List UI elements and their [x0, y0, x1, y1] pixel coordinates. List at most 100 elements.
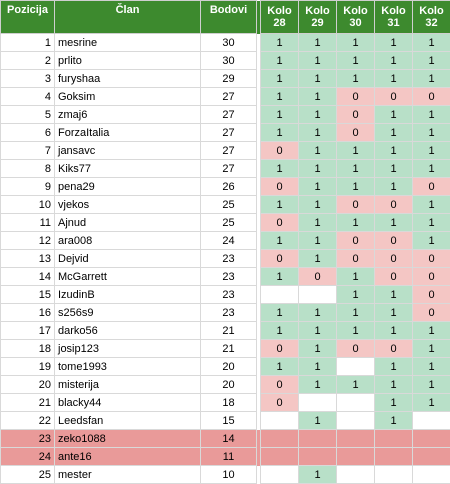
round-result-cell[interactable]: 0 [261, 250, 299, 268]
round-result-cell[interactable]: 1 [375, 304, 413, 322]
position-cell[interactable]: 10 [1, 196, 55, 214]
position-cell[interactable]: 20 [1, 376, 55, 394]
position-cell[interactable]: 22 [1, 412, 55, 430]
position-header[interactable]: Pozicija [1, 1, 55, 34]
round-result-cell[interactable]: 0 [375, 340, 413, 358]
points-cell[interactable]: 21 [201, 322, 257, 340]
round-result-cell[interactable]: 0 [413, 286, 450, 304]
round-result-cell[interactable]: 0 [375, 88, 413, 106]
round-result-cell[interactable]: 1 [413, 214, 450, 232]
round-result-cell[interactable]: 1 [261, 88, 299, 106]
round-result-cell[interactable] [337, 358, 375, 376]
round-result-cell[interactable]: 0 [261, 214, 299, 232]
round-result-cell[interactable]: 0 [413, 268, 450, 286]
member-cell[interactable]: vjekos [55, 196, 201, 214]
round-result-cell[interactable]: 1 [299, 142, 337, 160]
points-cell[interactable]: 26 [201, 178, 257, 196]
round-result-cell[interactable]: 1 [261, 52, 299, 70]
position-cell[interactable]: 4 [1, 88, 55, 106]
member-cell[interactable]: ara008 [55, 232, 201, 250]
member-cell[interactable]: ForzaItalia [55, 124, 201, 142]
round-result-cell[interactable]: 1 [375, 376, 413, 394]
round-result-cell[interactable] [337, 430, 375, 448]
round-result-cell[interactable]: 1 [413, 394, 450, 412]
round-result-cell[interactable] [337, 466, 375, 484]
position-cell[interactable]: 8 [1, 160, 55, 178]
round-result-cell[interactable]: 1 [261, 34, 299, 52]
round-result-cell[interactable]: 0 [337, 232, 375, 250]
position-cell[interactable]: 7 [1, 142, 55, 160]
round-result-cell[interactable]: 1 [413, 340, 450, 358]
member-cell[interactable]: Ajnud [55, 214, 201, 232]
round-result-cell[interactable]: 1 [413, 196, 450, 214]
member-cell[interactable]: furyshaa [55, 70, 201, 88]
points-cell[interactable]: 27 [201, 88, 257, 106]
round-result-cell[interactable]: 0 [375, 196, 413, 214]
round-result-cell[interactable]: 1 [299, 124, 337, 142]
member-cell[interactable]: Dejvid [55, 250, 201, 268]
round-result-cell[interactable]: 1 [299, 178, 337, 196]
points-cell[interactable]: 27 [201, 160, 257, 178]
member-cell[interactable]: jansavc [55, 142, 201, 160]
round-result-cell[interactable]: 1 [299, 250, 337, 268]
points-cell[interactable]: 23 [201, 286, 257, 304]
round-result-cell[interactable]: 1 [375, 322, 413, 340]
round-result-cell[interactable]: 1 [299, 34, 337, 52]
round-result-cell[interactable]: 1 [299, 466, 337, 484]
points-cell[interactable]: 25 [201, 196, 257, 214]
round-result-cell[interactable]: 1 [337, 304, 375, 322]
position-cell[interactable]: 18 [1, 340, 55, 358]
points-cell[interactable]: 20 [201, 376, 257, 394]
round-result-cell[interactable]: 1 [299, 52, 337, 70]
position-cell[interactable]: 16 [1, 304, 55, 322]
points-cell[interactable]: 27 [201, 106, 257, 124]
round-result-cell[interactable]: 1 [375, 34, 413, 52]
position-cell[interactable]: 25 [1, 466, 55, 484]
round-result-cell[interactable]: 1 [375, 70, 413, 88]
round-result-cell[interactable]: 0 [261, 340, 299, 358]
round-result-cell[interactable]: 1 [413, 70, 450, 88]
round-result-cell[interactable]: 1 [337, 286, 375, 304]
round-result-cell[interactable]: 0 [261, 178, 299, 196]
round-result-cell[interactable]: 1 [261, 124, 299, 142]
round-result-cell[interactable]: 1 [261, 196, 299, 214]
round-result-cell[interactable]: 1 [375, 358, 413, 376]
round-result-cell[interactable] [375, 430, 413, 448]
points-cell[interactable]: 21 [201, 340, 257, 358]
round-result-cell[interactable] [413, 430, 450, 448]
member-cell[interactable]: zeko1088 [55, 430, 201, 448]
position-cell[interactable]: 17 [1, 322, 55, 340]
points-cell[interactable]: 27 [201, 124, 257, 142]
round-result-cell[interactable]: 1 [299, 412, 337, 430]
round-result-cell[interactable]: 1 [261, 232, 299, 250]
round-result-cell[interactable]: 1 [299, 106, 337, 124]
position-cell[interactable]: 15 [1, 286, 55, 304]
round-result-cell[interactable] [413, 466, 450, 484]
position-cell[interactable]: 2 [1, 52, 55, 70]
points-cell[interactable]: 30 [201, 34, 257, 52]
position-cell[interactable]: 12 [1, 232, 55, 250]
round-result-cell[interactable] [337, 412, 375, 430]
round-result-cell[interactable]: 1 [413, 142, 450, 160]
round-result-cell[interactable]: 0 [375, 232, 413, 250]
round-result-cell[interactable]: 0 [337, 124, 375, 142]
round-result-cell[interactable]: 1 [413, 34, 450, 52]
points-cell[interactable]: 25 [201, 214, 257, 232]
round-result-cell[interactable]: 1 [337, 34, 375, 52]
member-cell[interactable]: Goksim [55, 88, 201, 106]
round-result-cell[interactable]: 1 [337, 70, 375, 88]
round-result-cell[interactable]: 1 [375, 142, 413, 160]
round-result-cell[interactable] [261, 286, 299, 304]
